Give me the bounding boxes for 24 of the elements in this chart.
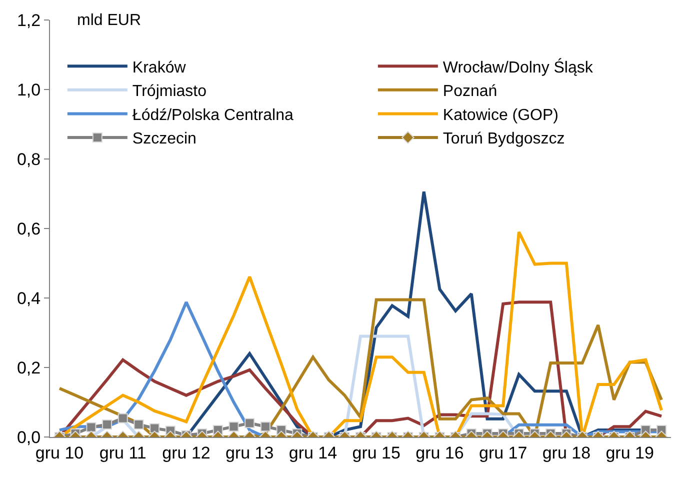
y-tick-label: 1,0: [16, 80, 41, 100]
y-tick-label: 0,8: [16, 150, 41, 169]
x-tick-label: gru 14: [288, 443, 338, 462]
x-tick-label: gru 18: [542, 443, 591, 462]
x-tick-label: gru 16: [416, 443, 464, 462]
y-axis-title: mld EUR: [77, 12, 142, 29]
y-tick-label: 0,4: [16, 288, 41, 308]
legend-label: Katowice (GOP): [442, 106, 559, 124]
legend-label: Poznań: [442, 83, 498, 100]
y-tick-label: 0,2: [16, 358, 41, 378]
legend-label: Wrocław/Dolny Śląsk: [442, 57, 594, 76]
x-tick-label: gru 11: [99, 443, 146, 462]
x-tick-label: gru 13: [226, 443, 274, 462]
legend-label: Toruń Bydgoszcz: [442, 130, 565, 148]
x-tick-label: gru 15: [352, 443, 400, 462]
y-tick-label: 1,2: [16, 10, 41, 30]
x-tick-label: gru 19: [606, 443, 654, 462]
legend-label: Trójmiasto: [132, 83, 207, 100]
x-tick-label: gru 12: [162, 443, 210, 462]
legend-label: Kraków: [132, 59, 186, 76]
y-tick-label: 0,6: [16, 219, 41, 238]
x-tick-label: gru 17: [478, 443, 528, 462]
legend-label: Łódź/Polska Centralna: [132, 106, 294, 124]
legend-label: Szczecin: [132, 130, 196, 148]
